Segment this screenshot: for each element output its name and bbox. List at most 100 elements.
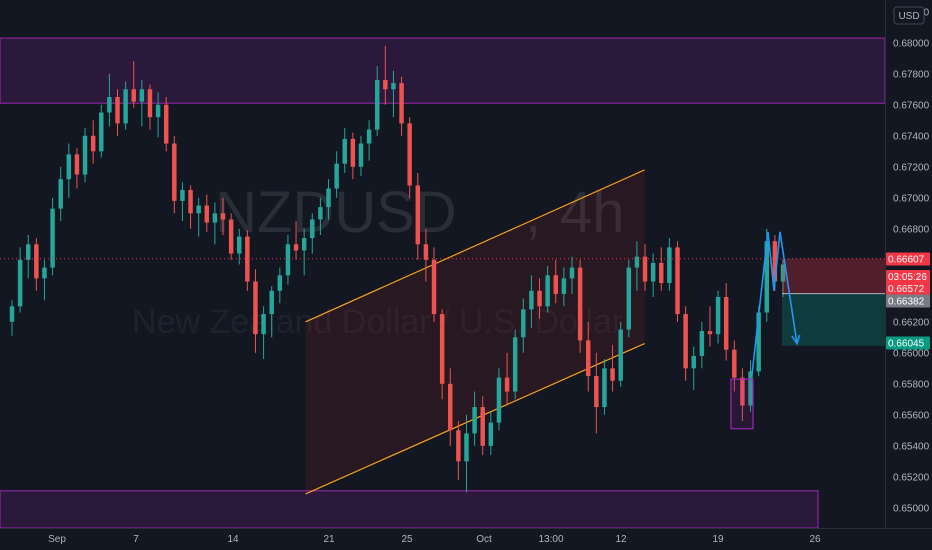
price-label-middle: 0.66382 xyxy=(888,297,925,308)
candle-body xyxy=(326,188,331,208)
candle-body xyxy=(358,143,364,167)
candle-body xyxy=(66,154,72,180)
price-label-target: 0.66045 xyxy=(888,339,925,350)
candle-body xyxy=(537,290,542,307)
price-label-upper-box xyxy=(886,252,930,266)
candle-body xyxy=(269,290,274,315)
candle-body xyxy=(626,267,632,330)
price-tick-label: 0.65600 xyxy=(893,410,930,421)
candle-body xyxy=(521,309,526,338)
candle-body xyxy=(99,112,104,152)
candle-body xyxy=(748,371,753,406)
candle-body xyxy=(464,433,469,462)
candle-body xyxy=(350,138,356,167)
candle-body xyxy=(634,256,640,268)
pattern-highlight-box[interactable] xyxy=(730,378,754,430)
candle-body xyxy=(699,331,705,356)
candle-body xyxy=(577,267,583,341)
candle-body xyxy=(439,314,445,384)
candle-body xyxy=(17,259,23,307)
price-label-target-box xyxy=(886,336,930,350)
countdown-label: 03:05:26 xyxy=(888,272,927,283)
candle-body xyxy=(228,219,234,254)
candle-body xyxy=(123,89,128,124)
candlestick-series xyxy=(9,45,786,493)
time-tick-label: 14 xyxy=(227,534,239,545)
candle-body xyxy=(610,368,615,381)
drawing-overlay[interactable] xyxy=(0,231,885,430)
candle-body xyxy=(334,163,339,189)
currency-button[interactable] xyxy=(893,6,925,25)
candle-body xyxy=(675,247,680,315)
candle-body xyxy=(82,135,88,175)
candle-body xyxy=(545,275,550,307)
currency-label: USD xyxy=(898,11,919,22)
candle-body xyxy=(237,236,242,254)
candle-body xyxy=(188,190,193,214)
time-tick-label: 13:00 xyxy=(538,534,563,545)
price-tick-label: 0.65400 xyxy=(893,441,930,452)
candle-body xyxy=(667,247,672,284)
candle-body xyxy=(374,79,380,130)
projection-arrowhead xyxy=(791,334,801,346)
candle-body xyxy=(472,407,477,434)
projection-path[interactable] xyxy=(751,231,798,375)
time-tick-label: Sep xyxy=(48,534,66,545)
time-tick-label: 26 xyxy=(809,534,821,545)
candle-body xyxy=(34,244,39,279)
candle-body xyxy=(172,143,177,201)
candle-body xyxy=(90,135,96,152)
candle-body xyxy=(277,275,283,291)
candle-body xyxy=(407,123,412,186)
candle-body xyxy=(512,337,518,392)
candle-body xyxy=(204,205,210,223)
price-tick-label: 0.65000 xyxy=(893,503,930,514)
price-tick-label: 0.67800 xyxy=(893,69,930,80)
stop-loss-area[interactable] xyxy=(782,258,885,294)
candle-body xyxy=(310,219,315,239)
watermark-interval: 4h xyxy=(560,180,625,245)
candle-body xyxy=(42,267,47,279)
channel-upper-line[interactable] xyxy=(305,169,645,323)
support-zone[interactable] xyxy=(0,490,819,529)
time-tick-label: 19 xyxy=(712,534,724,545)
candle-body xyxy=(732,349,737,378)
candle-body xyxy=(740,377,745,406)
candle-body xyxy=(691,355,696,369)
time-scale[interactable]: Sep 7 14 21 25 Oct 13:00 12 19 26 xyxy=(0,528,932,550)
candle-body xyxy=(74,154,80,175)
candle-body xyxy=(561,278,567,294)
candle-body xyxy=(683,314,688,369)
price-tick-label: 0.67200 xyxy=(893,162,930,173)
candle-body xyxy=(642,256,648,282)
candle-body xyxy=(707,331,713,335)
candle-body xyxy=(196,205,201,214)
candle-body xyxy=(131,89,136,102)
time-tick-label: 7 xyxy=(133,534,139,545)
candle-body xyxy=(212,213,218,223)
take-profit-area[interactable] xyxy=(782,293,885,346)
candle-body xyxy=(496,377,502,423)
price-scale[interactable]: 0.682000.680000.678000.676000.674000.672… xyxy=(885,0,932,550)
candle-body xyxy=(318,207,323,220)
time-tick-label: Oct xyxy=(476,534,492,545)
candle-body xyxy=(391,83,396,90)
candle-body xyxy=(285,244,291,276)
price-tick-label: 0.68000 xyxy=(893,38,930,49)
price-tick-label: 0.67600 xyxy=(893,100,930,111)
candle-body xyxy=(480,407,485,446)
candle-body xyxy=(650,262,656,282)
candle-body xyxy=(163,104,169,144)
candle-body xyxy=(155,104,161,118)
candle-body xyxy=(180,190,185,201)
candle-body xyxy=(342,138,347,164)
price-tick-label: 0.65800 xyxy=(893,379,930,390)
candle-body xyxy=(50,208,55,268)
candle-body xyxy=(723,297,729,350)
candle-body xyxy=(115,97,120,124)
candle-body xyxy=(756,312,761,372)
candle-body xyxy=(448,383,453,431)
time-tick-label: 25 xyxy=(401,534,413,545)
